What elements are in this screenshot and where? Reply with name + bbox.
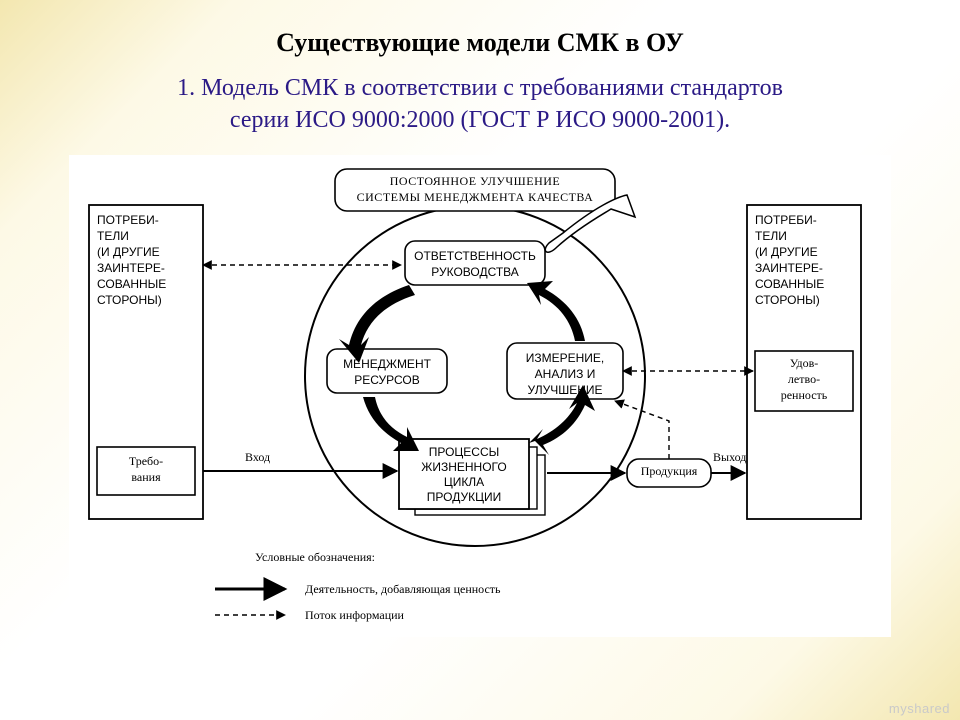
arc-right-top [527, 281, 585, 341]
lc-l1: ПОТРЕБИ- [97, 213, 159, 227]
legend-dash-label: Поток информации [305, 608, 405, 622]
req-l2: вания [131, 470, 161, 484]
rc-l1: ПОТРЕБИ- [755, 213, 817, 227]
rc-l6: СТОРОНЫ) [755, 293, 820, 307]
nb-l2: ЖИЗНЕННОГО [421, 460, 506, 474]
rc-l2: ТЕЛИ [755, 229, 787, 243]
output-label: Выход [713, 450, 746, 464]
req-l1: Требо- [129, 454, 163, 468]
lc-l5: СОВАННЫЕ [97, 277, 166, 291]
lc-l2: ТЕЛИ [97, 229, 129, 243]
legend-solid-label: Деятельность, добавляющая ценность [305, 582, 501, 596]
page-subtitle: 1. Модель СМК в соответствии с требовани… [55, 72, 905, 137]
nt-l2: РУКОВОДСТВА [431, 265, 519, 279]
nr-l1: ИЗМЕРЕНИЕ, [526, 351, 605, 365]
lc-l4: ЗАИНТЕРЕ- [97, 261, 165, 275]
diagram-container: ПОСТОЯННОЕ УЛУЧШЕНИЕ СИСТЕМЫ МЕНЕДЖМЕНТА… [69, 155, 891, 637]
lc-l3: (И ДРУГИЕ [97, 245, 160, 259]
nr-l2: АНАЛИЗ И [535, 367, 596, 381]
banner-line-2: СИСТЕМЫ МЕНЕДЖМЕНТА КАЧЕСТВА [357, 190, 594, 204]
nt-l1: ОТВЕТСТВЕННОСТЬ [414, 249, 536, 263]
nl-l2: РЕСУРСОВ [354, 373, 420, 387]
rc-l3: (И ДРУГИЕ [755, 245, 818, 259]
nb-l4: ПРОДУКЦИИ [427, 490, 501, 504]
subtitle-line-1: 1. Модель СМК в соответствии с требовани… [177, 75, 783, 101]
page-title: Существующие модели СМК в ОУ [32, 28, 928, 58]
watermark: myshared [889, 701, 950, 716]
arc-left-bottom [363, 397, 419, 451]
sat-l2: летво- [788, 372, 820, 386]
lc-l6: СТОРОНЫ) [97, 293, 162, 307]
nb-l3: ЦИКЛА [444, 475, 484, 489]
input-label: Вход [245, 450, 270, 464]
legend-title: Условные обозначения: [255, 550, 375, 564]
np-l1: Продукция [641, 464, 698, 478]
sat-l1: Удов- [790, 356, 819, 370]
rc-l4: ЗАИНТЕРЕ- [755, 261, 823, 275]
subtitle-line-2: серии ИСО 9000:2000 (ГОСТ Р ИСО 9000-200… [230, 107, 730, 133]
nr-l3: УЛУЧШЕНИЕ [527, 383, 602, 397]
banner-line-1: ПОСТОЯННОЕ УЛУЧШЕНИЕ [390, 174, 560, 188]
rc-l5: СОВАННЫЕ [755, 277, 824, 291]
sat-l3: ренность [781, 388, 828, 402]
qms-diagram: ПОСТОЯННОЕ УЛУЧШЕНИЕ СИСТЕМЫ МЕНЕДЖМЕНТА… [75, 161, 875, 631]
nb-l1: ПРОЦЕССЫ [429, 445, 500, 459]
